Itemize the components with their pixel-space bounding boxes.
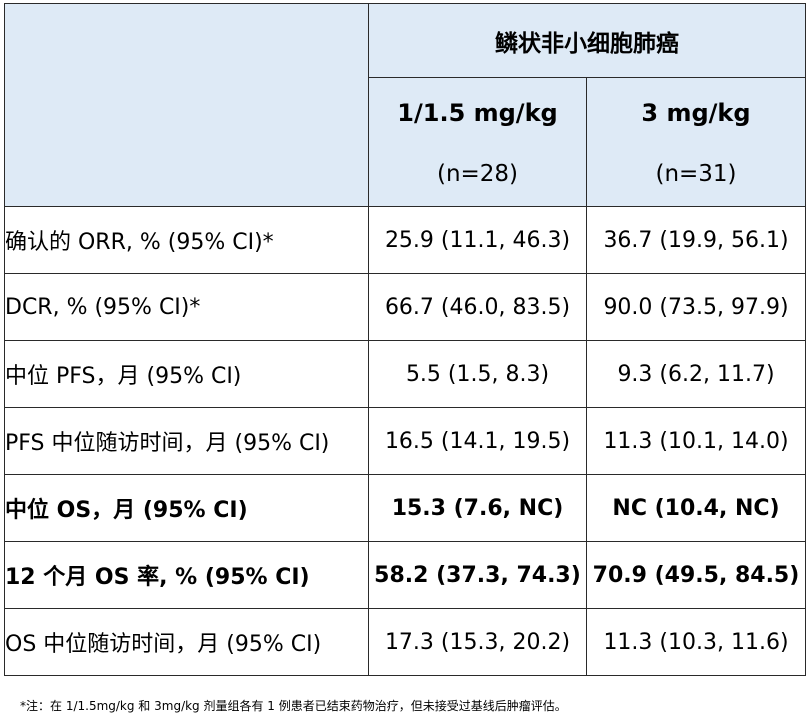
table-row: 中位 OS，月 (95% CI) 15.3 (7.6, NC) NC (10.4…	[4, 474, 806, 542]
row-label: 中位 PFS，月 (95% CI)	[4, 340, 369, 408]
cell-value: 58.2 (37.3, 74.3)	[368, 541, 587, 609]
table-row: 确认的 ORR, % (95% CI)* 25.9 (11.1, 46.3) 3…	[4, 206, 806, 274]
row-label: 12 个月 OS 率, % (95% CI)	[4, 541, 369, 609]
table-row: OS 中位随访时间，月 (95% CI) 17.3 (15.3, 20.2) 1…	[4, 608, 806, 676]
cell-value: 9.3 (6.2, 11.7)	[586, 340, 806, 408]
header-corner-cell	[4, 3, 369, 207]
cell-value: 17.3 (15.3, 20.2)	[368, 608, 587, 676]
table-row: 12 个月 OS 率, % (95% CI) 58.2 (37.3, 74.3)…	[4, 541, 806, 609]
table-row: DCR, % (95% CI)* 66.7 (46.0, 83.5) 90.0 …	[4, 273, 806, 341]
sample-size: (n=28)	[436, 161, 519, 187]
row-label: PFS 中位随访时间，月 (95% CI)	[4, 407, 369, 475]
cell-value: 66.7 (46.0, 83.5)	[368, 273, 587, 341]
dose-label: 3 mg/kg	[641, 99, 751, 127]
cell-value: 11.3 (10.3, 11.6)	[586, 608, 806, 676]
cell-value: 16.5 (14.1, 19.5)	[368, 407, 587, 475]
results-table: 鳞状非小细胞肺癌 1/1.5 mg/kg (n=28) 3 mg/kg (n=3…	[4, 3, 806, 676]
cell-value: 25.9 (11.1, 46.3)	[368, 206, 587, 274]
row-label: OS 中位随访时间，月 (95% CI)	[4, 608, 369, 676]
table-row: 中位 PFS，月 (95% CI) 5.5 (1.5, 8.3) 9.3 (6.…	[4, 340, 806, 408]
dose-header-low: 1/1.5 mg/kg (n=28)	[368, 77, 587, 207]
cell-value: 11.3 (10.1, 14.0)	[586, 407, 806, 475]
cell-value: NC (10.4, NC)	[586, 474, 806, 542]
footnote: *注：在 1/1.5mg/kg 和 3mg/kg 剂量组各有 1 例患者已结束药…	[20, 699, 567, 713]
row-label: 中位 OS，月 (95% CI)	[4, 474, 369, 542]
dose-header-high: 3 mg/kg (n=31)	[586, 77, 806, 207]
cell-value: 5.5 (1.5, 8.3)	[368, 340, 587, 408]
cell-value: 15.3 (7.6, NC)	[368, 474, 587, 542]
sample-size: (n=31)	[655, 161, 737, 187]
row-label: DCR, % (95% CI)*	[4, 273, 369, 341]
cell-value: 70.9 (49.5, 84.5)	[586, 541, 806, 609]
cell-value: 36.7 (19.9, 56.1)	[586, 206, 806, 274]
row-label: 确认的 ORR, % (95% CI)*	[4, 206, 369, 274]
dose-label: 1/1.5 mg/kg	[397, 99, 558, 127]
cell-value: 90.0 (73.5, 97.9)	[586, 273, 806, 341]
table-row: PFS 中位随访时间，月 (95% CI) 16.5 (14.1, 19.5) …	[4, 407, 806, 475]
group-header: 鳞状非小细胞肺癌	[368, 3, 806, 78]
